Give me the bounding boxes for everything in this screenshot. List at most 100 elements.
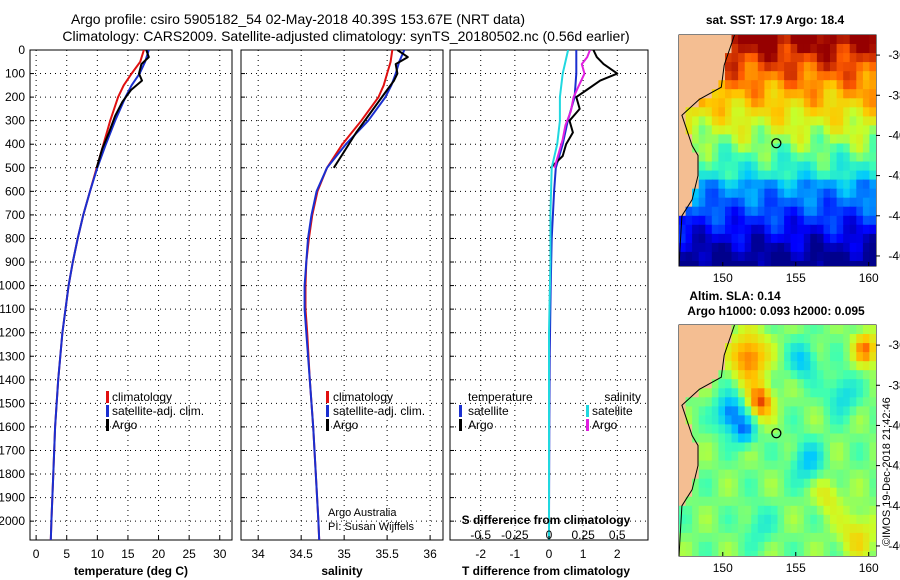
map-cell — [856, 125, 864, 136]
map-cell — [770, 89, 779, 99]
map-cell — [784, 206, 792, 217]
map-cell — [751, 551, 759, 556]
map-cell — [744, 116, 753, 127]
map-cell — [698, 98, 707, 109]
map-cell — [751, 361, 759, 371]
map-cell — [797, 71, 805, 81]
map-cell — [816, 53, 825, 63]
map-cell — [725, 62, 733, 72]
map-cell — [731, 424, 739, 435]
map-cell — [757, 551, 766, 556]
map-cell — [764, 80, 772, 90]
map-cell — [869, 406, 876, 417]
map-cell — [784, 44, 792, 54]
map-cell — [810, 379, 818, 389]
map-cell — [764, 242, 772, 253]
map-cell — [836, 325, 844, 335]
map-cell — [731, 361, 739, 371]
x-tick-label: 35.5 — [375, 547, 399, 561]
map-cell — [856, 89, 864, 99]
map-cell — [810, 361, 818, 371]
map-cell — [744, 134, 753, 145]
map-cell — [685, 170, 693, 181]
map-cell — [843, 134, 851, 145]
map-cell — [764, 352, 772, 362]
map-cell — [685, 433, 693, 444]
map-cell — [777, 415, 785, 426]
map-cell — [823, 62, 831, 72]
map-cell — [685, 469, 693, 480]
map-cell — [816, 161, 825, 172]
map-cell — [751, 523, 759, 534]
s-difference-xlabel: S difference from climatology — [462, 513, 631, 527]
map-cell — [744, 487, 753, 498]
map-cell — [830, 514, 838, 525]
map-cell — [751, 116, 759, 127]
map-cell — [849, 143, 858, 154]
map-cell — [731, 170, 739, 181]
map-cell — [764, 179, 772, 190]
map-cell — [784, 361, 792, 371]
map-cell — [862, 496, 871, 507]
map-cell — [679, 134, 687, 145]
map-cell — [797, 152, 805, 163]
map-cell — [849, 161, 858, 172]
map-cell — [856, 460, 864, 471]
map-cell — [777, 496, 785, 507]
map-cell — [705, 134, 713, 145]
map-cell — [862, 541, 871, 552]
map-cell — [797, 361, 805, 371]
map-cell — [686, 270, 693, 280]
map-cell — [711, 361, 720, 371]
map-cell — [849, 179, 858, 190]
map-cell — [718, 242, 726, 253]
map-cell — [843, 197, 851, 208]
depth-tick-label: 1700 — [0, 443, 25, 457]
map-cell — [685, 397, 693, 408]
map-cell — [803, 134, 812, 145]
map-cell — [784, 325, 792, 335]
map-cell — [849, 233, 858, 244]
legend-swatch-argo — [326, 419, 329, 431]
map-cell — [823, 460, 831, 471]
map-cell — [757, 80, 766, 90]
map-cell — [711, 188, 720, 199]
map-cell — [849, 62, 858, 72]
map-cell — [869, 242, 876, 253]
map-cell — [738, 71, 746, 81]
map-cell — [679, 80, 687, 90]
map-cell — [849, 478, 858, 489]
map-cell — [692, 478, 700, 489]
map-cell — [862, 397, 871, 408]
map-cell — [790, 197, 798, 208]
map-cell — [711, 80, 720, 90]
map-cell — [803, 152, 812, 163]
map-cell — [738, 270, 745, 280]
map-cell — [757, 71, 766, 81]
map-cell — [803, 442, 812, 453]
map-cell — [718, 325, 726, 335]
map-cell — [862, 325, 871, 335]
map-cell — [810, 143, 818, 154]
map-cell — [685, 161, 693, 172]
map-cell — [810, 270, 817, 280]
legend-label-t-satellite: satellite — [468, 404, 509, 418]
map-cell — [862, 334, 871, 344]
map-cell — [803, 361, 812, 371]
map-cell — [718, 251, 726, 262]
map-cell — [823, 179, 831, 190]
map-cell — [725, 143, 733, 154]
map-cell — [830, 496, 838, 507]
map-cell — [698, 197, 707, 208]
map-cell — [830, 261, 838, 266]
map-cell — [731, 89, 739, 99]
map-cell — [679, 478, 687, 489]
map-cell — [810, 107, 818, 118]
map-cell — [711, 514, 720, 525]
map-cell — [679, 125, 687, 136]
map-cell — [679, 325, 687, 335]
map-cell — [757, 197, 766, 208]
map-cell — [757, 89, 766, 99]
map-cell — [692, 496, 700, 507]
